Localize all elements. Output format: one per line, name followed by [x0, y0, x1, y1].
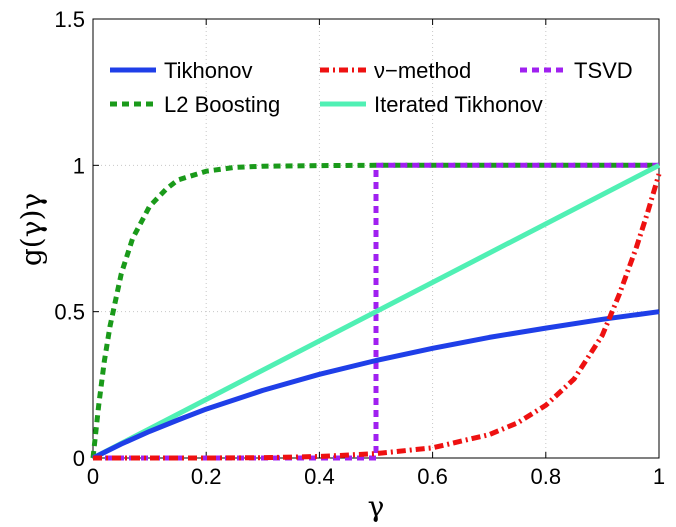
series-line--method	[93, 173, 662, 461]
legend: Tikhonov ν−method TSVD L2 Boosting Iterated …	[110, 58, 633, 117]
y-tick-label: 0.5	[54, 300, 85, 325]
legend-label: Iterated Tikhonov	[374, 92, 543, 117]
x-axis-label: γ	[368, 490, 385, 523]
legend-label: ν−method	[374, 58, 471, 83]
x-tick-label: 0.6	[417, 464, 448, 489]
y-tick-label: 1	[73, 153, 85, 178]
series-line-tikhonov	[91, 309, 660, 461]
x-tick-label: 0	[87, 464, 99, 489]
x-tick-label: 0.2	[191, 464, 222, 489]
x-tick-label: 0.4	[304, 464, 335, 489]
axis-ticks: 0 0.2 0.4 0.6 0.8 1 0 0.5 1 1.5	[54, 7, 665, 489]
x-tick-label: 1	[653, 464, 665, 489]
y-axis-label: g(γ)γ	[15, 193, 48, 266]
series-line-iterated-tikhonov	[91, 163, 661, 461]
legend-label: L2 Boosting	[164, 92, 280, 117]
legend-label: TSVD	[574, 58, 633, 83]
legend-label: Tikhonov	[164, 58, 252, 83]
series-line-l2-boosting	[90, 162, 659, 459]
y-tick-label: 0	[73, 446, 85, 471]
y-tick-label: 1.5	[54, 7, 85, 32]
x-tick-label: 0.8	[531, 464, 562, 489]
series-lines	[90, 162, 662, 461]
